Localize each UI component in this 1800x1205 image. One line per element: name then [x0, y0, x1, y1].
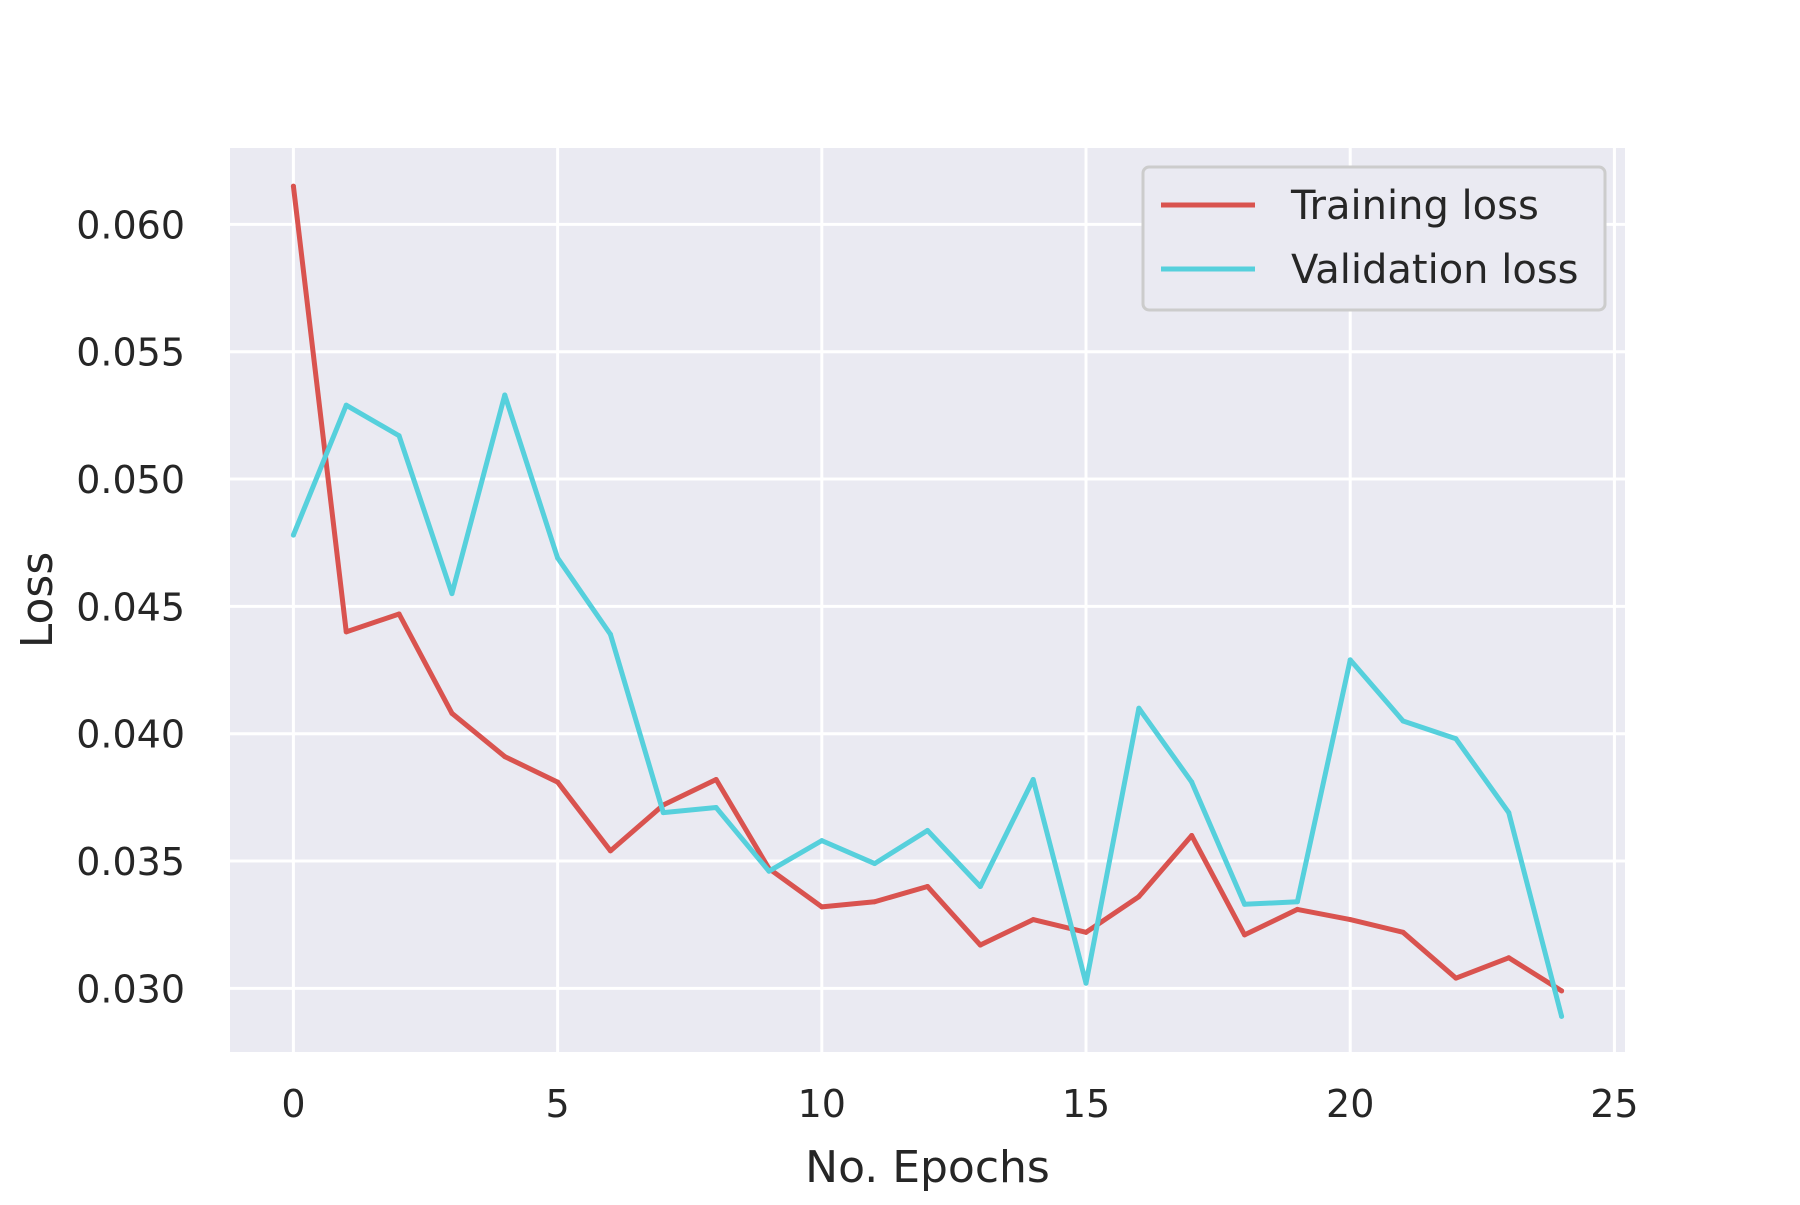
data-point-validation-loss [1453, 736, 1459, 742]
data-point-training-loss [1400, 929, 1406, 935]
data-point-training-loss [1189, 833, 1195, 839]
legend-box [1141, 165, 1607, 312]
y-tick-label: 0.035 [76, 840, 185, 884]
y-tick-label: 0.045 [76, 585, 185, 629]
x-tick-label: 0 [281, 1082, 305, 1126]
data-point-validation-loss [1347, 657, 1353, 663]
data-point-validation-loss [1242, 901, 1248, 907]
data-point-validation-loss [290, 532, 296, 538]
series-lines [290, 183, 1565, 1019]
grid-lines [230, 148, 1625, 1052]
data-point-validation-loss [607, 631, 613, 637]
tick-labels: 0 5 10 15 20 25 0.030 0.035 0.040 0.045 0.050 0.055… [76, 203, 1638, 1126]
data-point-validation-loss [872, 861, 878, 867]
data-point-training-loss [1506, 955, 1512, 961]
data-point-training-loss [1242, 932, 1248, 938]
y-tick-label: 0.055 [76, 331, 185, 375]
data-point-training-loss [396, 611, 402, 617]
data-point-validation-loss [1559, 1013, 1565, 1019]
data-point-validation-loss [1083, 980, 1089, 986]
data-point-validation-loss [977, 883, 983, 889]
data-point-training-loss [555, 779, 561, 785]
data-point-training-loss [343, 629, 349, 635]
data-point-training-loss [1294, 906, 1300, 912]
data-point-training-loss [1083, 929, 1089, 935]
x-tick-label: 5 [546, 1082, 570, 1126]
data-point-validation-loss [555, 555, 561, 561]
data-point-training-loss [290, 183, 296, 189]
legend-label-validation-loss: Validation loss [1291, 247, 1579, 293]
data-point-training-loss [713, 777, 719, 783]
data-point-training-loss [977, 942, 983, 948]
data-point-validation-loss [766, 868, 772, 874]
y-tick-label: 0.050 [76, 458, 185, 502]
data-point-validation-loss [1506, 810, 1512, 816]
data-point-training-loss [1030, 917, 1036, 923]
data-point-training-loss [502, 754, 508, 760]
data-point-training-loss [1347, 917, 1353, 923]
data-point-validation-loss [343, 402, 349, 408]
data-point-validation-loss [1136, 705, 1142, 711]
data-point-validation-loss [1030, 777, 1036, 783]
x-tick-label: 15 [1062, 1082, 1110, 1126]
data-point-training-loss [1559, 988, 1565, 994]
legend: Training loss Validation loss [1141, 165, 1607, 312]
data-point-validation-loss [449, 591, 455, 597]
data-point-training-loss [449, 710, 455, 716]
x-tick-label: 10 [798, 1082, 846, 1126]
y-tick-label: 0.060 [76, 203, 185, 247]
data-point-validation-loss [819, 838, 825, 844]
legend-label-training-loss: Training loss [1290, 183, 1539, 229]
data-point-training-loss [819, 904, 825, 910]
data-point-training-loss [607, 848, 613, 854]
data-point-training-loss [925, 883, 930, 889]
data-point-validation-loss [1294, 899, 1300, 905]
data-point-validation-loss [396, 433, 402, 439]
x-axis-label: No. Epochs [805, 1142, 1050, 1193]
data-point-validation-loss [502, 392, 508, 398]
x-tick-label: 25 [1590, 1082, 1638, 1126]
data-point-validation-loss [660, 810, 666, 816]
data-point-training-loss [1136, 894, 1142, 900]
x-tick-label: 20 [1326, 1082, 1374, 1126]
data-point-validation-loss [925, 827, 930, 833]
data-point-training-loss [1453, 975, 1459, 981]
data-point-validation-loss [1400, 718, 1406, 724]
data-point-validation-loss [713, 805, 719, 811]
data-point-training-loss [872, 899, 878, 905]
y-tick-label: 0.040 [76, 713, 185, 757]
data-point-validation-loss [1189, 779, 1195, 785]
y-axis-label: Loss [12, 552, 63, 649]
y-tick-label: 0.030 [76, 967, 185, 1011]
